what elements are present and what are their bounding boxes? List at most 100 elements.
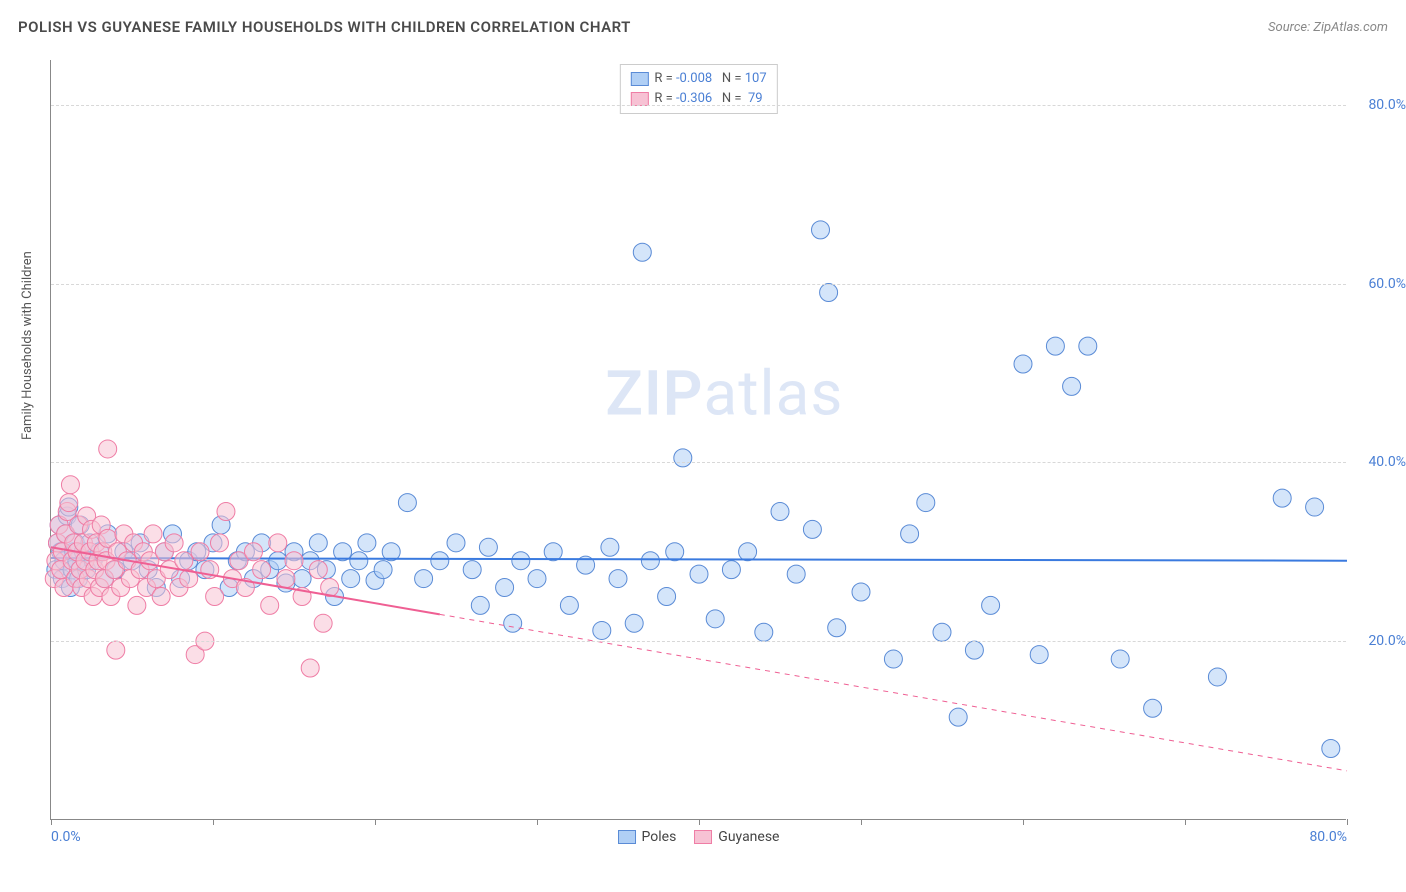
scatter-point [1030, 646, 1048, 664]
y-tick-label: 40.0% [1368, 454, 1406, 470]
scatter-point [1208, 668, 1226, 686]
legend-stats-text: R = -0.306 N = 79 [654, 89, 762, 109]
trendline-dashed [440, 614, 1347, 770]
scatter-svg [51, 60, 1346, 819]
scatter-point [658, 587, 676, 605]
scatter-point [245, 543, 263, 561]
scatter-point [666, 543, 684, 561]
scatter-point [828, 619, 846, 637]
scatter-point [917, 494, 935, 512]
scatter-point [504, 614, 522, 632]
gridline [51, 641, 1346, 642]
scatter-point [1079, 337, 1097, 355]
scatter-point [706, 610, 724, 628]
scatter-point [61, 476, 79, 494]
scatter-point [965, 641, 983, 659]
scatter-point [350, 552, 368, 570]
scatter-point [933, 623, 951, 641]
scatter-point [1063, 377, 1081, 395]
scatter-point [601, 538, 619, 556]
legend-series: Poles Guyanese [618, 829, 780, 845]
scatter-point [479, 538, 497, 556]
scatter-point [1111, 650, 1129, 668]
scatter-point [309, 534, 327, 552]
scatter-point [152, 587, 170, 605]
gridline [51, 105, 1346, 106]
y-tick-label: 20.0% [1368, 633, 1406, 649]
scatter-point [949, 708, 967, 726]
scatter-point [633, 243, 651, 261]
scatter-point [641, 552, 659, 570]
scatter-point [1014, 355, 1032, 373]
scatter-point [496, 579, 514, 597]
legend-series-item: Poles [618, 829, 677, 845]
x-tick [1023, 819, 1024, 825]
legend-series-label: Guyanese [718, 829, 779, 845]
scatter-point [463, 561, 481, 579]
gridline [51, 462, 1346, 463]
y-tick-label: 60.0% [1368, 276, 1406, 292]
scatter-point [175, 552, 193, 570]
scatter-point [269, 534, 287, 552]
scatter-point [471, 596, 489, 614]
x-tick [213, 819, 214, 825]
legend-stats: R = -0.008 N = 107R = -0.306 N = 79 [619, 64, 777, 114]
scatter-point [165, 534, 183, 552]
scatter-point [358, 534, 376, 552]
scatter-point [285, 552, 303, 570]
scatter-point [674, 449, 692, 467]
legend-stats-text: R = -0.008 N = 107 [654, 69, 766, 89]
scatter-point [309, 561, 327, 579]
y-axis-label: Family Households with Children [20, 251, 35, 440]
plot-area: ZIPatlas R = -0.008 N = 107R = -0.306 N … [50, 60, 1346, 820]
source-label: Source: ZipAtlas.com [1268, 20, 1388, 35]
scatter-point [739, 543, 757, 561]
scatter-point [803, 520, 821, 538]
gridline [51, 284, 1346, 285]
scatter-point [217, 503, 235, 521]
x-tick [699, 819, 700, 825]
scatter-point [261, 596, 279, 614]
scatter-point [820, 283, 838, 301]
scatter-point [415, 570, 433, 588]
scatter-point [722, 561, 740, 579]
scatter-point [301, 659, 319, 677]
scatter-point [560, 596, 578, 614]
y-tick-label: 80.0% [1368, 97, 1406, 113]
scatter-point [982, 596, 1000, 614]
scatter-point [884, 650, 902, 668]
scatter-point [1046, 337, 1064, 355]
scatter-point [128, 596, 146, 614]
x-tick [1347, 819, 1348, 825]
scatter-point [690, 565, 708, 583]
x-tick [51, 819, 52, 825]
scatter-point [1144, 699, 1162, 717]
scatter-point [852, 583, 870, 601]
scatter-point [269, 552, 287, 570]
x-tick [861, 819, 862, 825]
scatter-point [374, 561, 392, 579]
legend-swatch [694, 830, 712, 844]
scatter-point [1306, 498, 1324, 516]
scatter-point [593, 621, 611, 639]
scatter-point [528, 570, 546, 588]
x-tick-label: 80.0% [1309, 829, 1347, 845]
scatter-point [1273, 489, 1291, 507]
scatter-point [787, 565, 805, 583]
scatter-point [901, 525, 919, 543]
legend-series-item: Guyanese [694, 829, 779, 845]
scatter-point [398, 494, 416, 512]
scatter-point [609, 570, 627, 588]
scatter-point [60, 494, 78, 512]
scatter-point [107, 641, 125, 659]
scatter-point [771, 503, 789, 521]
scatter-point [293, 570, 311, 588]
scatter-point [342, 570, 360, 588]
legend-stats-row: R = -0.306 N = 79 [630, 89, 766, 109]
scatter-point [210, 534, 228, 552]
scatter-point [512, 552, 530, 570]
legend-swatch [618, 830, 636, 844]
x-tick [1185, 819, 1186, 825]
legend-series-label: Poles [642, 829, 677, 845]
scatter-point [206, 587, 224, 605]
